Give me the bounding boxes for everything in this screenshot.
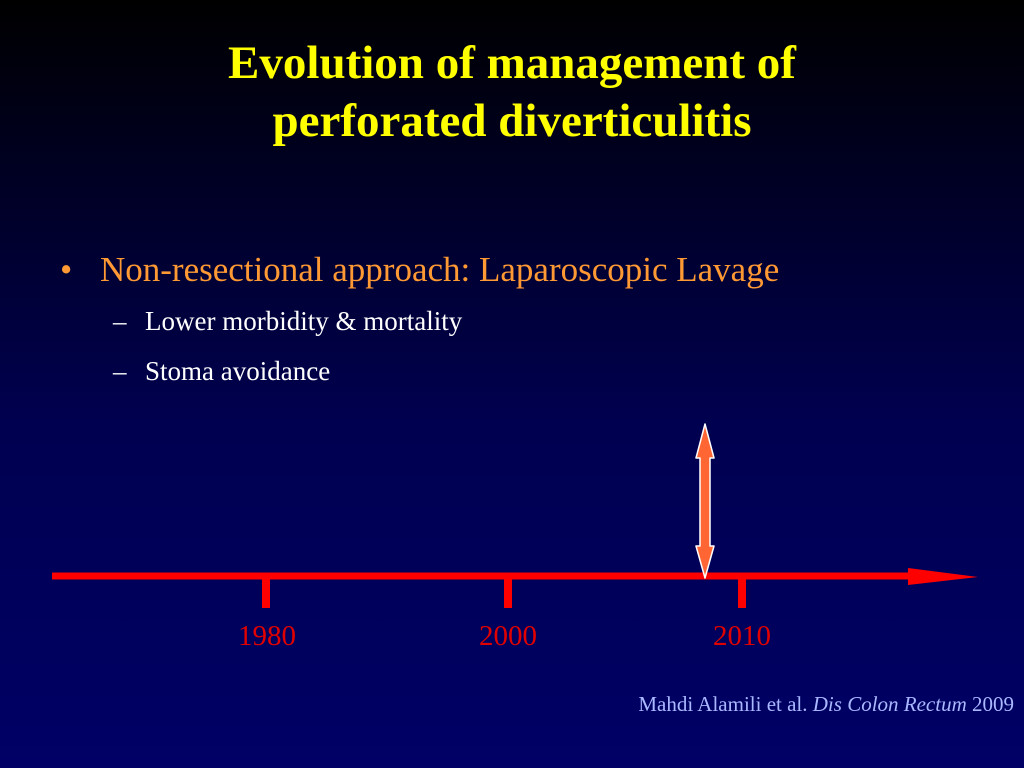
sub-item-text: Lower morbidity & mortality	[145, 306, 463, 336]
sub-dash-icon: –	[113, 356, 127, 386]
sub-dash-icon: –	[113, 306, 127, 336]
bullet-text: Non-resectional approach: Laparoscopic L…	[100, 250, 780, 289]
citation-year: 2009	[972, 692, 1014, 716]
citation-authors: Mahdi Alamili et al.	[638, 692, 808, 716]
tick-2000	[504, 578, 512, 608]
title-line-2: perforated diverticulitis	[272, 95, 752, 147]
year-label-2000: 2000	[479, 620, 537, 652]
year-label-2010: 2010	[713, 620, 771, 652]
sub-item-morbidity: – Lower morbidity & mortality	[60, 296, 1000, 346]
double-arrow-marker-icon	[695, 423, 715, 579]
bullet-item: • Non-resectional approach: Laparoscopic…	[60, 244, 1000, 296]
citation-journal: Dis Colon Rectum	[812, 692, 967, 716]
timeline-arrowhead-icon	[908, 568, 978, 585]
bullet-list: • Non-resectional approach: Laparoscopic…	[60, 244, 1000, 396]
citation: Mahdi Alamili et al. Dis Colon Rectum 20…	[638, 690, 1014, 718]
sub-item-stoma: – Stoma avoidance	[60, 346, 1000, 396]
slide-title: Evolution of management of perforated di…	[0, 34, 1024, 150]
title-line-1: Evolution of management of	[228, 37, 796, 89]
sub-item-text: Stoma avoidance	[145, 356, 331, 386]
tick-1980	[262, 578, 270, 608]
tick-2010	[738, 578, 746, 608]
year-label-1980: 1980	[238, 620, 296, 652]
bullet-dot-icon: •	[60, 250, 73, 289]
